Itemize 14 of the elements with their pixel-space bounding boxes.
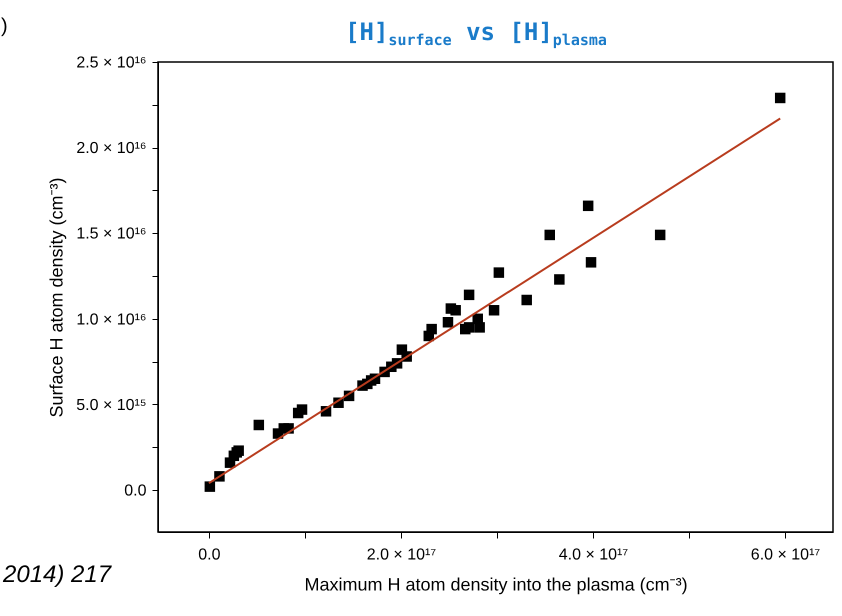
- y-tick-label: 1.5 × 10¹⁶: [76, 226, 146, 243]
- x-tick-label: 6.0 × 10¹⁷: [750, 546, 820, 564]
- y-tick-label: 2.0 × 10¹⁶: [76, 140, 146, 158]
- y-axis-title: Surface H atom density (cm⁻³): [46, 177, 66, 418]
- x-axis-title: Maximum H atom density into the plasma (cm⁻³): [304, 574, 688, 594]
- y-tick-label: 5.0 × 10¹⁵: [76, 396, 146, 414]
- x-tick-label: 0.0: [198, 546, 221, 564]
- x-tick-label: 4.0 × 10¹⁷: [558, 546, 628, 564]
- y-tick-label: 2.5 × 10¹⁶: [76, 54, 146, 72]
- y-tick-label: 0.0: [124, 482, 147, 500]
- text: 2014) 217: [2, 561, 113, 588]
- y-tick-label: 1.0 × 10¹⁶: [76, 311, 146, 328]
- text: ): [1, 15, 8, 37]
- x-tick-label: 2.0 × 10¹⁷: [366, 546, 436, 564]
